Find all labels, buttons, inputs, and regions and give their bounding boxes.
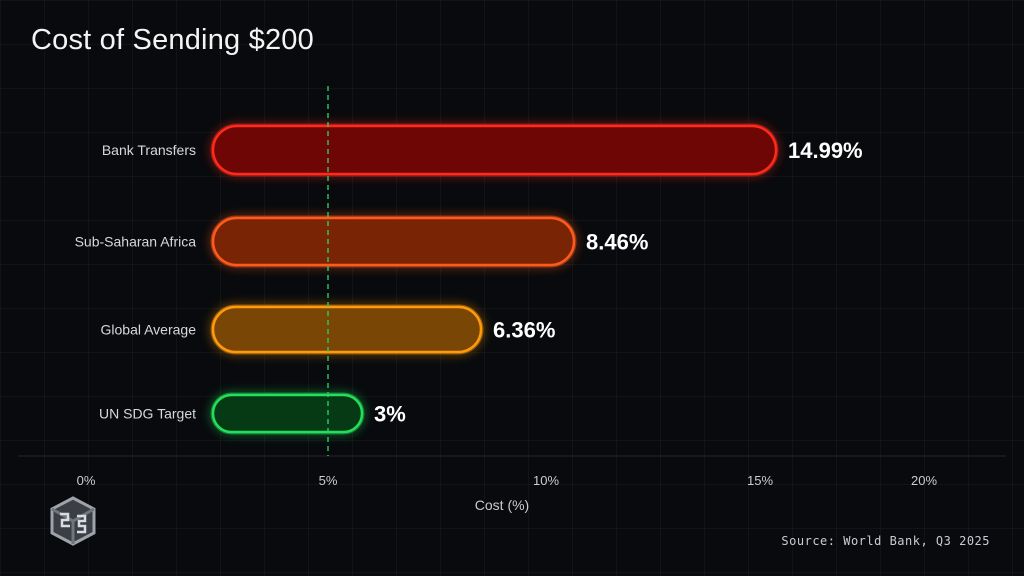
- bar: [211, 216, 576, 267]
- bar-group: Bank Transfers 14.99% Sub-Saharan Africa 8.…: [75, 123, 863, 435]
- x-tick-label: 0%: [77, 473, 96, 488]
- category-label: Bank Transfers: [102, 142, 196, 158]
- x-tick-group: 0% 5% 10% 15% 20%: [77, 473, 938, 488]
- chart-title: Cost of Sending $200: [31, 24, 314, 56]
- x-tick-label: 10%: [533, 473, 559, 488]
- x-tick-label: 15%: [747, 473, 773, 488]
- value-label: 8.46%: [586, 230, 648, 255]
- value-label: 14.99%: [788, 138, 863, 163]
- category-label: Sub-Saharan Africa: [75, 234, 197, 250]
- bar: [211, 124, 778, 176]
- bar: [211, 305, 483, 354]
- source-note: Source: World Bank, Q3 2025: [781, 534, 990, 548]
- logo-icon: [50, 496, 96, 546]
- bar: [211, 393, 364, 434]
- x-axis-title: Cost (%): [475, 497, 529, 513]
- x-tick-label: 5%: [319, 473, 338, 488]
- x-tick-label: 20%: [911, 473, 937, 488]
- category-label: UN SDG Target: [99, 406, 196, 422]
- value-label: 3%: [374, 402, 406, 427]
- value-label: 6.36%: [493, 318, 555, 343]
- category-label: Global Average: [101, 322, 197, 338]
